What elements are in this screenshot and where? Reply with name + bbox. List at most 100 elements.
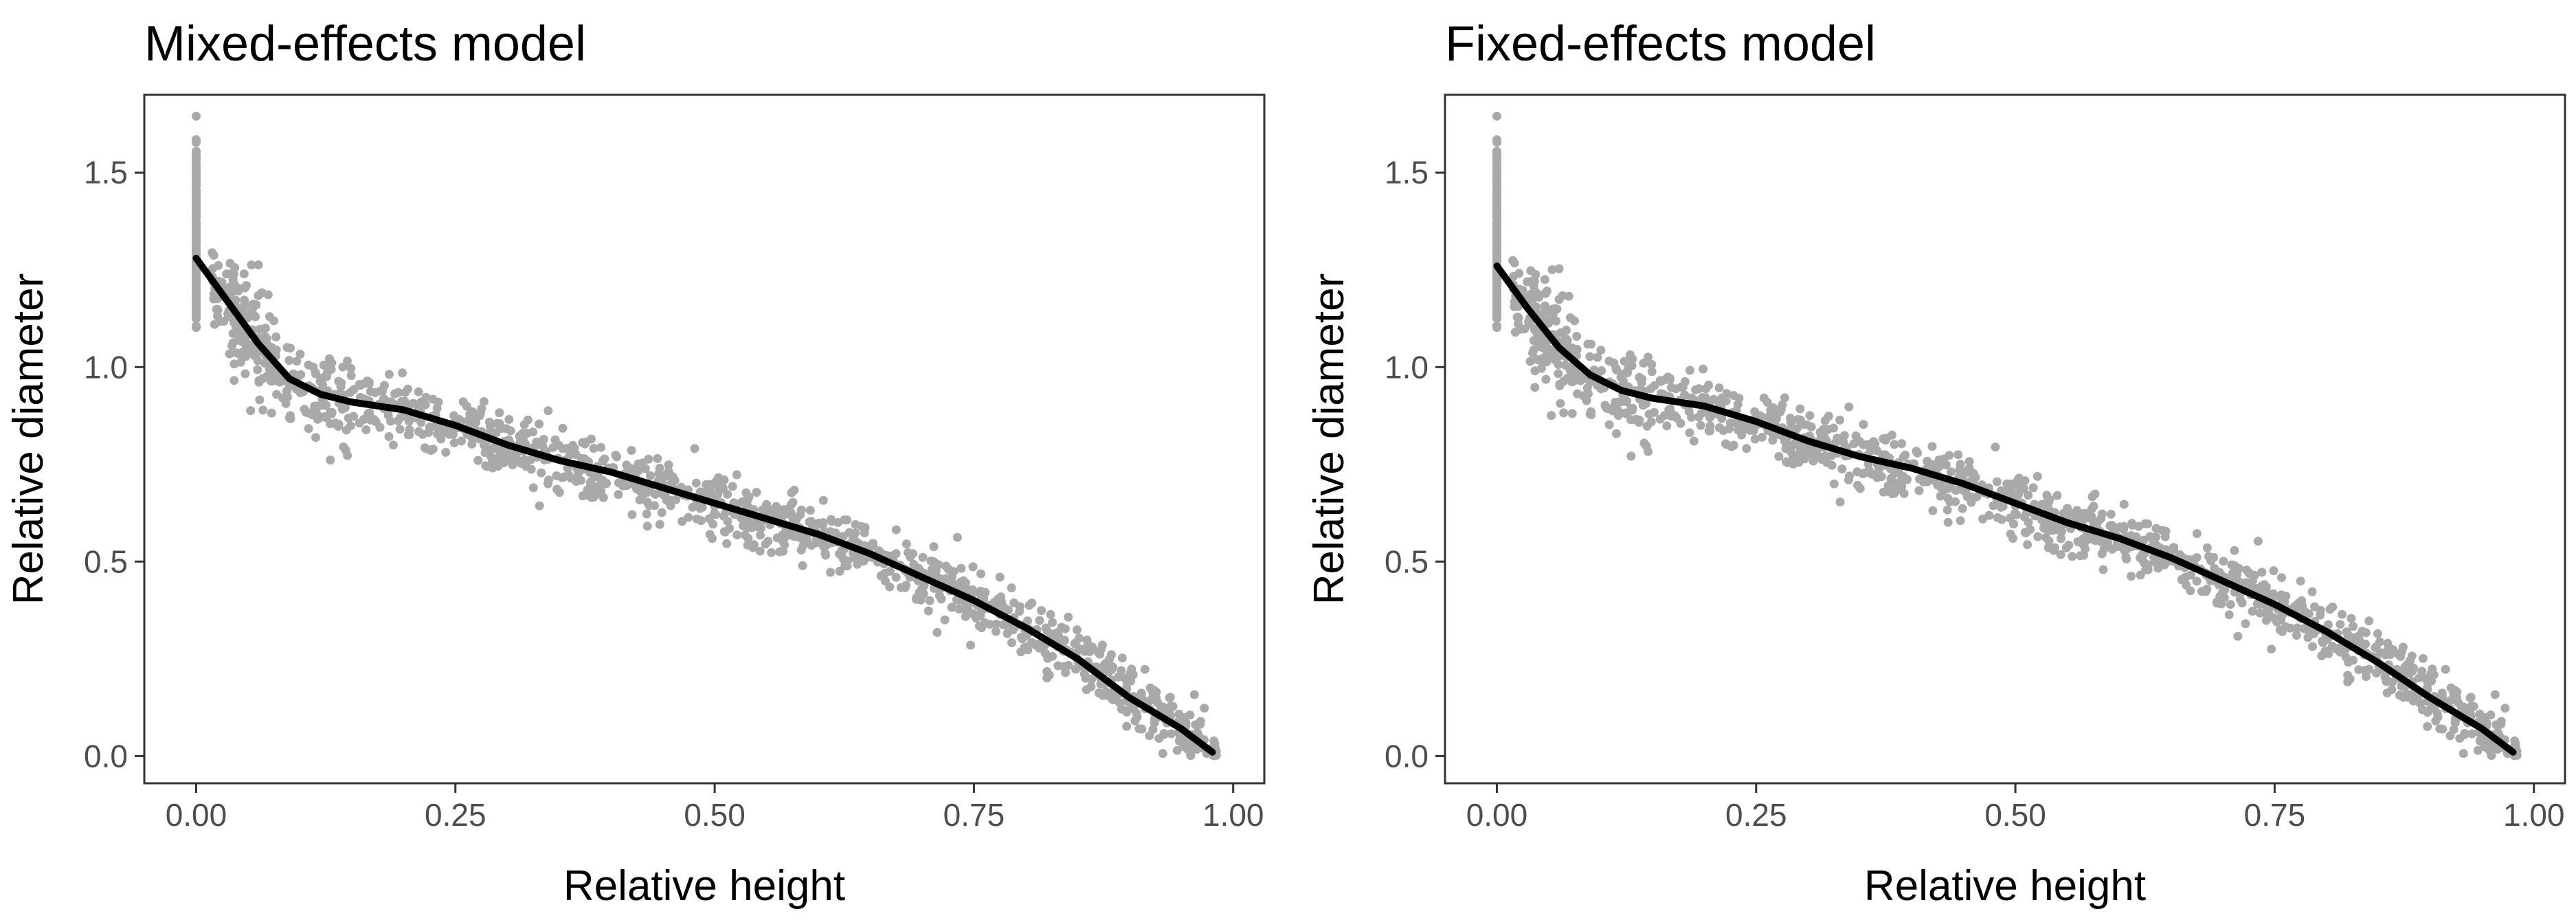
scatter-point	[1075, 633, 1084, 643]
scatter-point	[318, 380, 327, 390]
scatter-point	[767, 548, 776, 557]
scatter-point	[1564, 291, 1573, 301]
scatter-point	[1637, 374, 1647, 384]
scatter-point	[916, 595, 926, 605]
scatter-point	[192, 137, 201, 147]
scatter-point	[2037, 500, 2047, 509]
scatter-point	[968, 562, 978, 572]
scatter-point	[523, 415, 533, 425]
scatter-point	[1844, 475, 1853, 484]
scatter-point	[589, 493, 598, 502]
scatter-point	[233, 335, 243, 344]
scatter-point	[1140, 664, 1150, 674]
scatter-point	[426, 446, 436, 456]
scatter-point	[479, 397, 489, 406]
scatter-point	[1958, 504, 1967, 513]
scatter-point	[2372, 669, 2382, 678]
scatter-point	[292, 357, 302, 366]
scatter-point	[1189, 690, 1199, 699]
scatter-point	[2336, 620, 2345, 629]
scatter-point	[1835, 497, 1845, 507]
scatter-point	[1492, 111, 1501, 121]
scatter-point	[528, 483, 538, 493]
scatter-point	[1991, 442, 2000, 452]
scatter-point	[732, 470, 741, 480]
scatter-point	[2386, 650, 2395, 660]
scatter-point	[2098, 565, 2108, 574]
scatter-point	[1009, 598, 1019, 607]
scatter-point	[535, 501, 544, 511]
scatter-point	[2068, 552, 2077, 561]
plot-frame	[1444, 93, 2566, 785]
scatter-point	[319, 361, 328, 370]
scatter-point	[1860, 468, 1870, 478]
scatter-point	[642, 521, 652, 531]
scatter-point	[827, 515, 836, 524]
scatter-point	[495, 449, 504, 459]
scatter-point	[1939, 454, 1948, 464]
scatter-point	[645, 471, 655, 480]
scatter-point	[405, 425, 414, 434]
scatter-point	[1547, 265, 1557, 275]
scatter-point	[752, 488, 761, 497]
scatter-point	[1997, 515, 2006, 524]
scatter-point	[963, 604, 973, 614]
scatter-point	[449, 438, 459, 448]
scatter-point	[2500, 704, 2510, 713]
scatter-point	[327, 358, 337, 368]
scatter-point	[959, 576, 968, 585]
scatter-point	[2415, 699, 2425, 708]
scatter-point	[1586, 407, 1595, 416]
scatter-point	[1612, 399, 1622, 408]
scatter-point	[253, 365, 262, 374]
scatter-point	[414, 387, 423, 396]
scatter-point	[2364, 616, 2374, 626]
scatter-point	[2192, 576, 2202, 586]
scatter-point	[1492, 256, 1501, 265]
scatter-point	[1689, 436, 1699, 446]
scatter-point	[559, 472, 569, 482]
scatter-point	[778, 536, 787, 545]
scatter-point	[502, 424, 511, 434]
scatter-point	[645, 501, 654, 511]
scatter-point	[192, 194, 201, 203]
scatter-point	[1541, 374, 1551, 384]
scatter-point	[1897, 482, 1907, 491]
scatter-point	[1612, 429, 1621, 438]
scatter-point	[408, 399, 418, 408]
scatter-point	[996, 592, 1006, 602]
scatter-point	[2119, 524, 2129, 534]
panel-title: Mixed-effects model	[144, 16, 586, 71]
scatter-point	[486, 422, 495, 431]
scatter-point	[2431, 716, 2441, 726]
scatter-point	[2217, 599, 2226, 609]
scatter-point	[885, 567, 895, 576]
y-tick-label: 1.0	[84, 349, 128, 385]
scatter-point	[2406, 656, 2415, 665]
scatter-point	[516, 458, 526, 468]
scatter-point	[925, 596, 934, 605]
scatter-point	[1534, 293, 1544, 302]
scatter-point	[192, 300, 201, 309]
scatter-point	[1542, 287, 1552, 295]
scatter-point	[1542, 344, 1552, 353]
scatter-point	[787, 488, 796, 497]
scatter-point	[718, 483, 728, 493]
scatter-point	[1585, 352, 1595, 361]
scatter-point	[265, 312, 274, 322]
scatter-point	[2432, 708, 2442, 718]
scatter-point	[2142, 561, 2151, 570]
scatter-point	[638, 458, 647, 468]
scatter-point	[1086, 682, 1096, 691]
scatter-point	[1159, 730, 1169, 739]
scatter-point	[532, 437, 541, 447]
scatter-point	[690, 444, 699, 453]
scatter-point	[1956, 460, 1965, 469]
scatter-point	[992, 619, 1001, 629]
scatter-point	[1766, 405, 1776, 415]
scatter-point	[1492, 203, 1501, 212]
scatter-point	[1833, 434, 1842, 443]
scatter-point	[1060, 624, 1070, 633]
scatter-point	[1853, 480, 1862, 490]
scatter-point	[465, 409, 475, 419]
